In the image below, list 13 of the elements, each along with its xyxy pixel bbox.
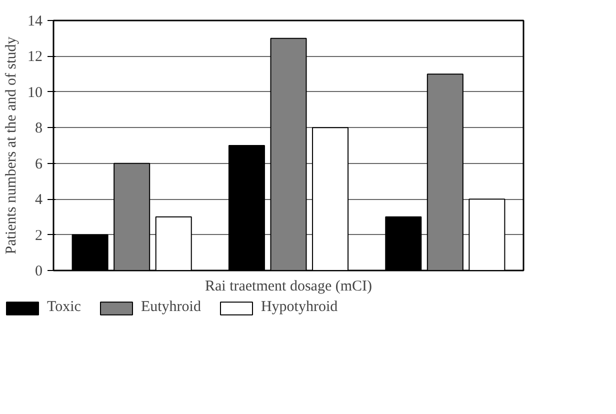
- y-axis-title: Patients numbers at the and of study: [4, 36, 20, 254]
- y-tick-label: 6: [35, 156, 43, 172]
- y-tick-label: 0: [35, 264, 42, 280]
- y-tick-label: 4: [35, 192, 43, 208]
- y-tick-label: 8: [35, 120, 42, 137]
- legend-label: Hypotyhroid: [260, 299, 338, 316]
- y-tick-label: 10: [28, 84, 42, 101]
- legend-label: Eutyhroid: [140, 299, 201, 316]
- y-tick-label: 14: [28, 14, 43, 30]
- y-tick-label: 12: [28, 49, 42, 66]
- legend-label: Toxic: [47, 299, 81, 316]
- y-tick-label: 2: [35, 228, 42, 244]
- x-axis-title: Rai traetment dosage (mCI): [204, 278, 372, 294]
